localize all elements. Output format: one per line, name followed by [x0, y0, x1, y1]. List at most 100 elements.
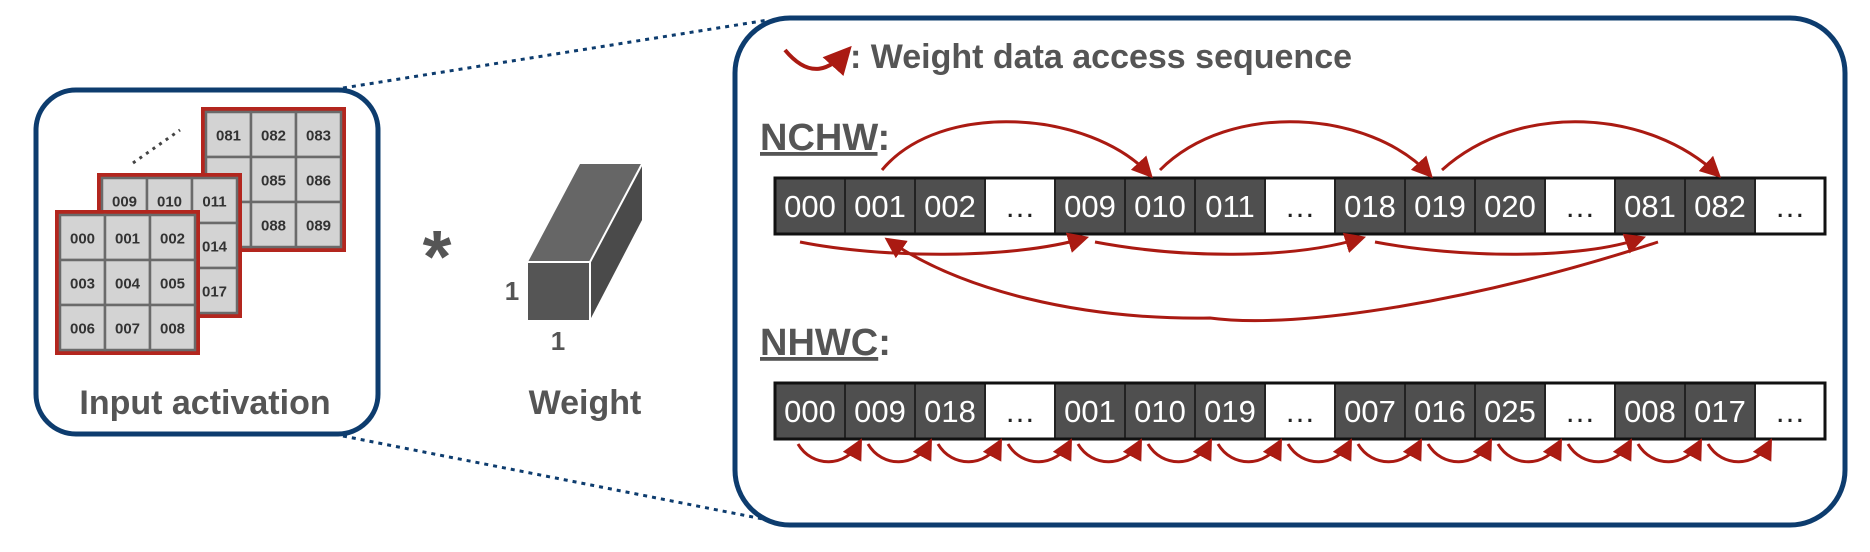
memory-cell-label: 018 — [924, 394, 976, 429]
grid-cell — [103, 303, 152, 352]
convolution-operator: * — [423, 215, 452, 298]
nchw-arrow-018-081 — [1374, 233, 1646, 256]
nchw-bottom-arrows — [799, 232, 1659, 323]
zoom-connector-bottom — [342, 434, 769, 522]
legend-arrow-icon — [783, 45, 852, 77]
grid-cell-label: 003 — [70, 276, 95, 293]
nchw-arrow-081-001 — [884, 237, 1659, 323]
memory-cell-label: 002 — [924, 189, 976, 224]
memory-cell-label: 081 — [1624, 189, 1676, 224]
nchw-memory-row: 000 001 002… 009 010 011… 018 019 020… 081 082… — [773, 176, 1827, 236]
grid-cell — [58, 303, 107, 352]
nhwc-arrow — [1706, 438, 1772, 464]
nhwc-arrow — [1286, 438, 1352, 464]
nchw-arrow-019-082 — [1440, 120, 1722, 178]
memory-cell-label: 019 — [1204, 394, 1256, 429]
memory-cell — [844, 177, 916, 235]
grid-cell-label: 002 — [160, 231, 185, 248]
grid-cell-label: 005 — [160, 276, 185, 293]
nhwc-access-arrows — [796, 438, 1772, 464]
input-activation-grids: 0810820830840850860870880890090100110120… — [55, 107, 346, 355]
memory-cell-label: 020 — [1484, 189, 1536, 224]
nhwc-memory-row: 000 009 018… 001 010 019… 007 016 025… 008 017… — [773, 381, 1827, 441]
memory-cell-label: 000 — [784, 394, 836, 429]
zoom-connector-top — [342, 18, 769, 90]
memory-cell-label: … — [1005, 189, 1036, 224]
nchw-arrow-001-010 — [880, 120, 1153, 179]
grid-cell — [249, 200, 298, 249]
memory-cell-label: 018 — [1344, 189, 1396, 224]
nhwc-title: NHWC: — [760, 322, 891, 364]
grid-cell — [294, 110, 343, 159]
nhwc-arrow — [1426, 438, 1492, 464]
memory-cell-label: … — [1775, 394, 1806, 429]
grid-cell — [294, 200, 343, 249]
grid-cell — [148, 303, 197, 352]
memory-cell-label: 010 — [1134, 394, 1186, 429]
nchw-arrow-000-009 — [799, 232, 1090, 256]
channel-ellipsis-dots — [132, 128, 181, 165]
memory-cell-label: 019 — [1414, 189, 1466, 224]
grid-cell-label: 010 — [157, 194, 182, 211]
memory-cell-label: 001 — [854, 189, 906, 224]
grid-cell-label: 081 — [216, 128, 241, 145]
weight-cuboid — [528, 163, 643, 320]
weight-width-label: 1 — [551, 326, 565, 356]
nhwc-arrow — [1146, 438, 1212, 464]
nhwc-arrow — [936, 438, 1002, 464]
grid-cell — [204, 110, 253, 159]
grid-cell — [103, 213, 152, 262]
input-activation-label: Input activation — [79, 384, 330, 422]
memory-cell-label: 016 — [1414, 394, 1466, 429]
nhwc-arrow — [796, 438, 862, 464]
memory-cell-label: … — [1285, 394, 1316, 429]
grid-cell-label: 083 — [306, 128, 331, 145]
memory-cell — [1404, 382, 1476, 440]
memory-cell-label: 001 — [1064, 394, 1116, 429]
grid-cell-label: 006 — [70, 321, 95, 338]
memory-cell-label: … — [1565, 189, 1596, 224]
memory-cell — [1544, 177, 1616, 235]
grid-cell — [294, 155, 343, 204]
grid-cell-label: 011 — [202, 194, 226, 211]
memory-cell-label: 025 — [1484, 394, 1536, 429]
memory-cell-label: 011 — [1205, 189, 1254, 224]
memory-cell-label: … — [1005, 394, 1036, 429]
memory-cell-label: 009 — [1064, 189, 1116, 224]
grid-cell-label: 004 — [115, 276, 141, 293]
weight-height-label: 1 — [505, 276, 519, 306]
memory-cell-label: 008 — [1624, 394, 1676, 429]
channel-grid-0: 081082083084085086087088089 — [201, 107, 346, 252]
memory-cell — [1264, 382, 1336, 440]
grid-cell-label: 017 — [202, 284, 227, 301]
grid-cell-label: 014 — [202, 239, 228, 256]
nhwc-arrow — [1566, 438, 1632, 464]
grid-cell-label: 001 — [115, 231, 140, 248]
memory-cell — [1544, 382, 1616, 440]
nhwc-arrow — [1006, 438, 1072, 464]
nhwc-arrow — [1356, 438, 1422, 464]
grid-cell-label: 000 — [70, 231, 95, 248]
memory-cell-label: … — [1565, 394, 1596, 429]
nchw-arrow-009-018 — [1094, 232, 1367, 256]
memory-cell-label: … — [1775, 189, 1806, 224]
nhwc-arrow — [1636, 438, 1702, 464]
memory-cell-label: 000 — [784, 189, 836, 224]
nhwc-arrow — [1076, 438, 1142, 464]
memory-cell-label: 010 — [1134, 189, 1186, 224]
nhwc-arrow — [866, 438, 932, 464]
grid-cell-label: 089 — [306, 218, 331, 235]
legend-text: : Weight data access sequence — [850, 38, 1352, 76]
nchw-arrow-010-019 — [1158, 120, 1433, 179]
memory-cell — [1124, 177, 1196, 235]
memory-cell-label: 007 — [1344, 394, 1396, 429]
grid-cell-label: 008 — [160, 321, 185, 338]
nhwc-arrow — [1216, 438, 1282, 464]
grid-cell-label: 088 — [261, 218, 286, 235]
grid-cell-label: 007 — [115, 321, 140, 338]
channel-grid-2: 000 001 002 003 004 005 006 007 008 — [55, 210, 200, 355]
grid-cell-label: 086 — [306, 173, 331, 190]
nchw-top-arrows — [880, 120, 1722, 179]
memory-cell-label: … — [1285, 189, 1316, 224]
